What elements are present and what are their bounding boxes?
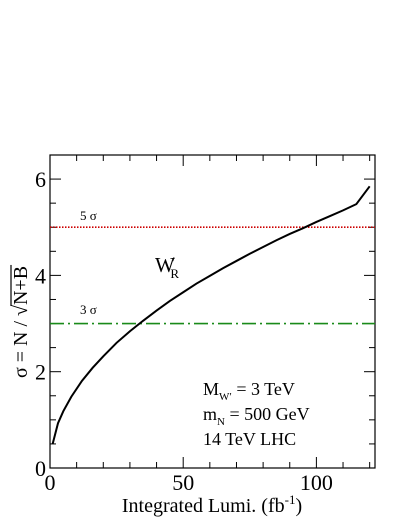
series-label: W′ R: [155, 253, 179, 281]
y-tick-label: 4: [35, 263, 46, 288]
y-tick-label: 6: [35, 167, 46, 192]
series-line-wr: [51, 185, 371, 445]
ref-label-3sigma: 3 σ: [80, 302, 97, 317]
axis-ticks: [49, 154, 375, 469]
reference-lines: [50, 226, 375, 325]
plot-frame: [49, 154, 376, 469]
y-axis-title: σ = N / √N+B: [10, 264, 32, 378]
x-tick-label: 0: [45, 470, 56, 495]
svg-text:σ = N / √N+B: σ = N / √N+B: [10, 266, 32, 378]
ref-label-5sigma: 5 σ: [80, 208, 97, 223]
y-tick-label: 2: [35, 360, 46, 385]
annotation-mass-wprime: MW′ = 3 TeV: [203, 379, 295, 403]
x-axis-title: Integrated Lumi. (fb-1): [122, 492, 302, 517]
y-tick-label: 0: [35, 456, 46, 481]
annotation-energy: 14 TeV LHC: [203, 429, 296, 449]
annotation-mass-n: mN = 500 GeV: [203, 404, 310, 428]
x-tick-label: 100: [300, 470, 333, 495]
x-tick-label: 50: [172, 470, 194, 495]
radical-sign-icon: √: [10, 305, 32, 316]
